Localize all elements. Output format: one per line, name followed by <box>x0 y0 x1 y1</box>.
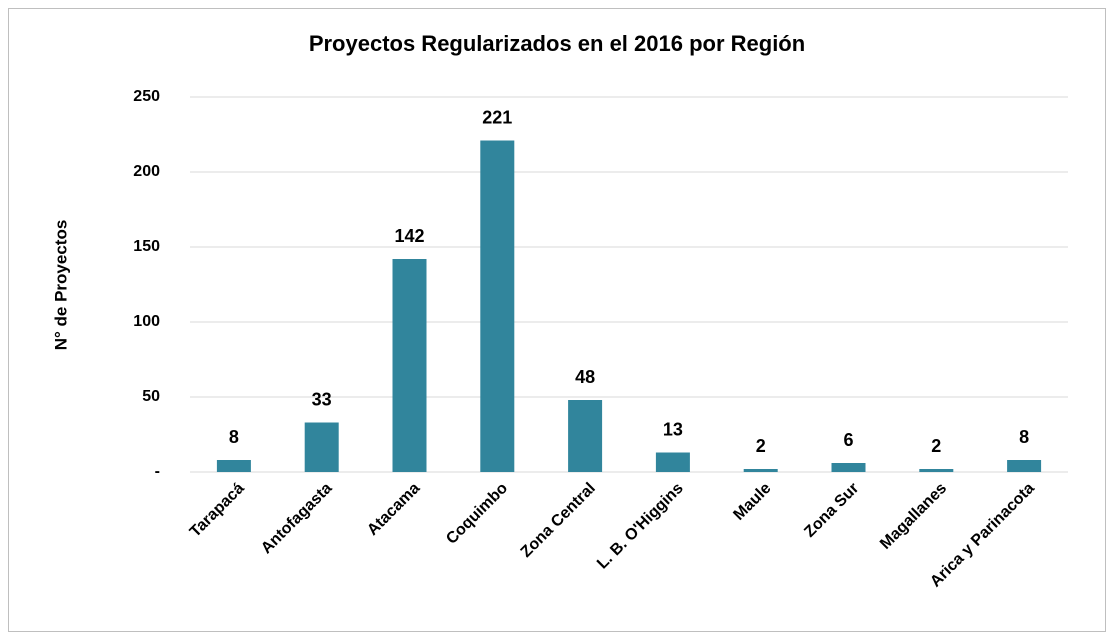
y-tick-label: 200 <box>133 163 160 180</box>
data-label: 142 <box>394 226 424 246</box>
data-label: 8 <box>229 427 239 447</box>
bar <box>831 463 866 472</box>
chart-border <box>8 8 1106 632</box>
bar <box>919 469 954 472</box>
y-axis-label: N° de Proyectos <box>51 220 70 351</box>
y-tick-label: - <box>155 463 160 480</box>
data-label: 8 <box>1019 427 1029 447</box>
y-tick-label: 150 <box>133 238 160 255</box>
bar <box>1007 460 1042 472</box>
bar <box>655 452 690 472</box>
data-label: 33 <box>312 389 332 409</box>
bar <box>392 259 427 472</box>
data-label: 2 <box>756 436 766 456</box>
data-label: 2 <box>931 436 941 456</box>
y-tick-label: 100 <box>133 313 160 330</box>
bar <box>480 140 515 472</box>
bar <box>743 469 778 472</box>
y-tick-label: 250 <box>133 88 160 105</box>
data-label: 221 <box>482 107 512 127</box>
data-label: 48 <box>575 367 595 387</box>
bar <box>304 422 339 472</box>
data-label: 6 <box>843 430 853 450</box>
data-label: 13 <box>663 419 683 439</box>
chart-title: Proyectos Regularizados en el 2016 por R… <box>309 31 805 56</box>
y-tick-label: 50 <box>142 388 160 405</box>
bar <box>568 400 603 472</box>
bar <box>216 460 251 472</box>
